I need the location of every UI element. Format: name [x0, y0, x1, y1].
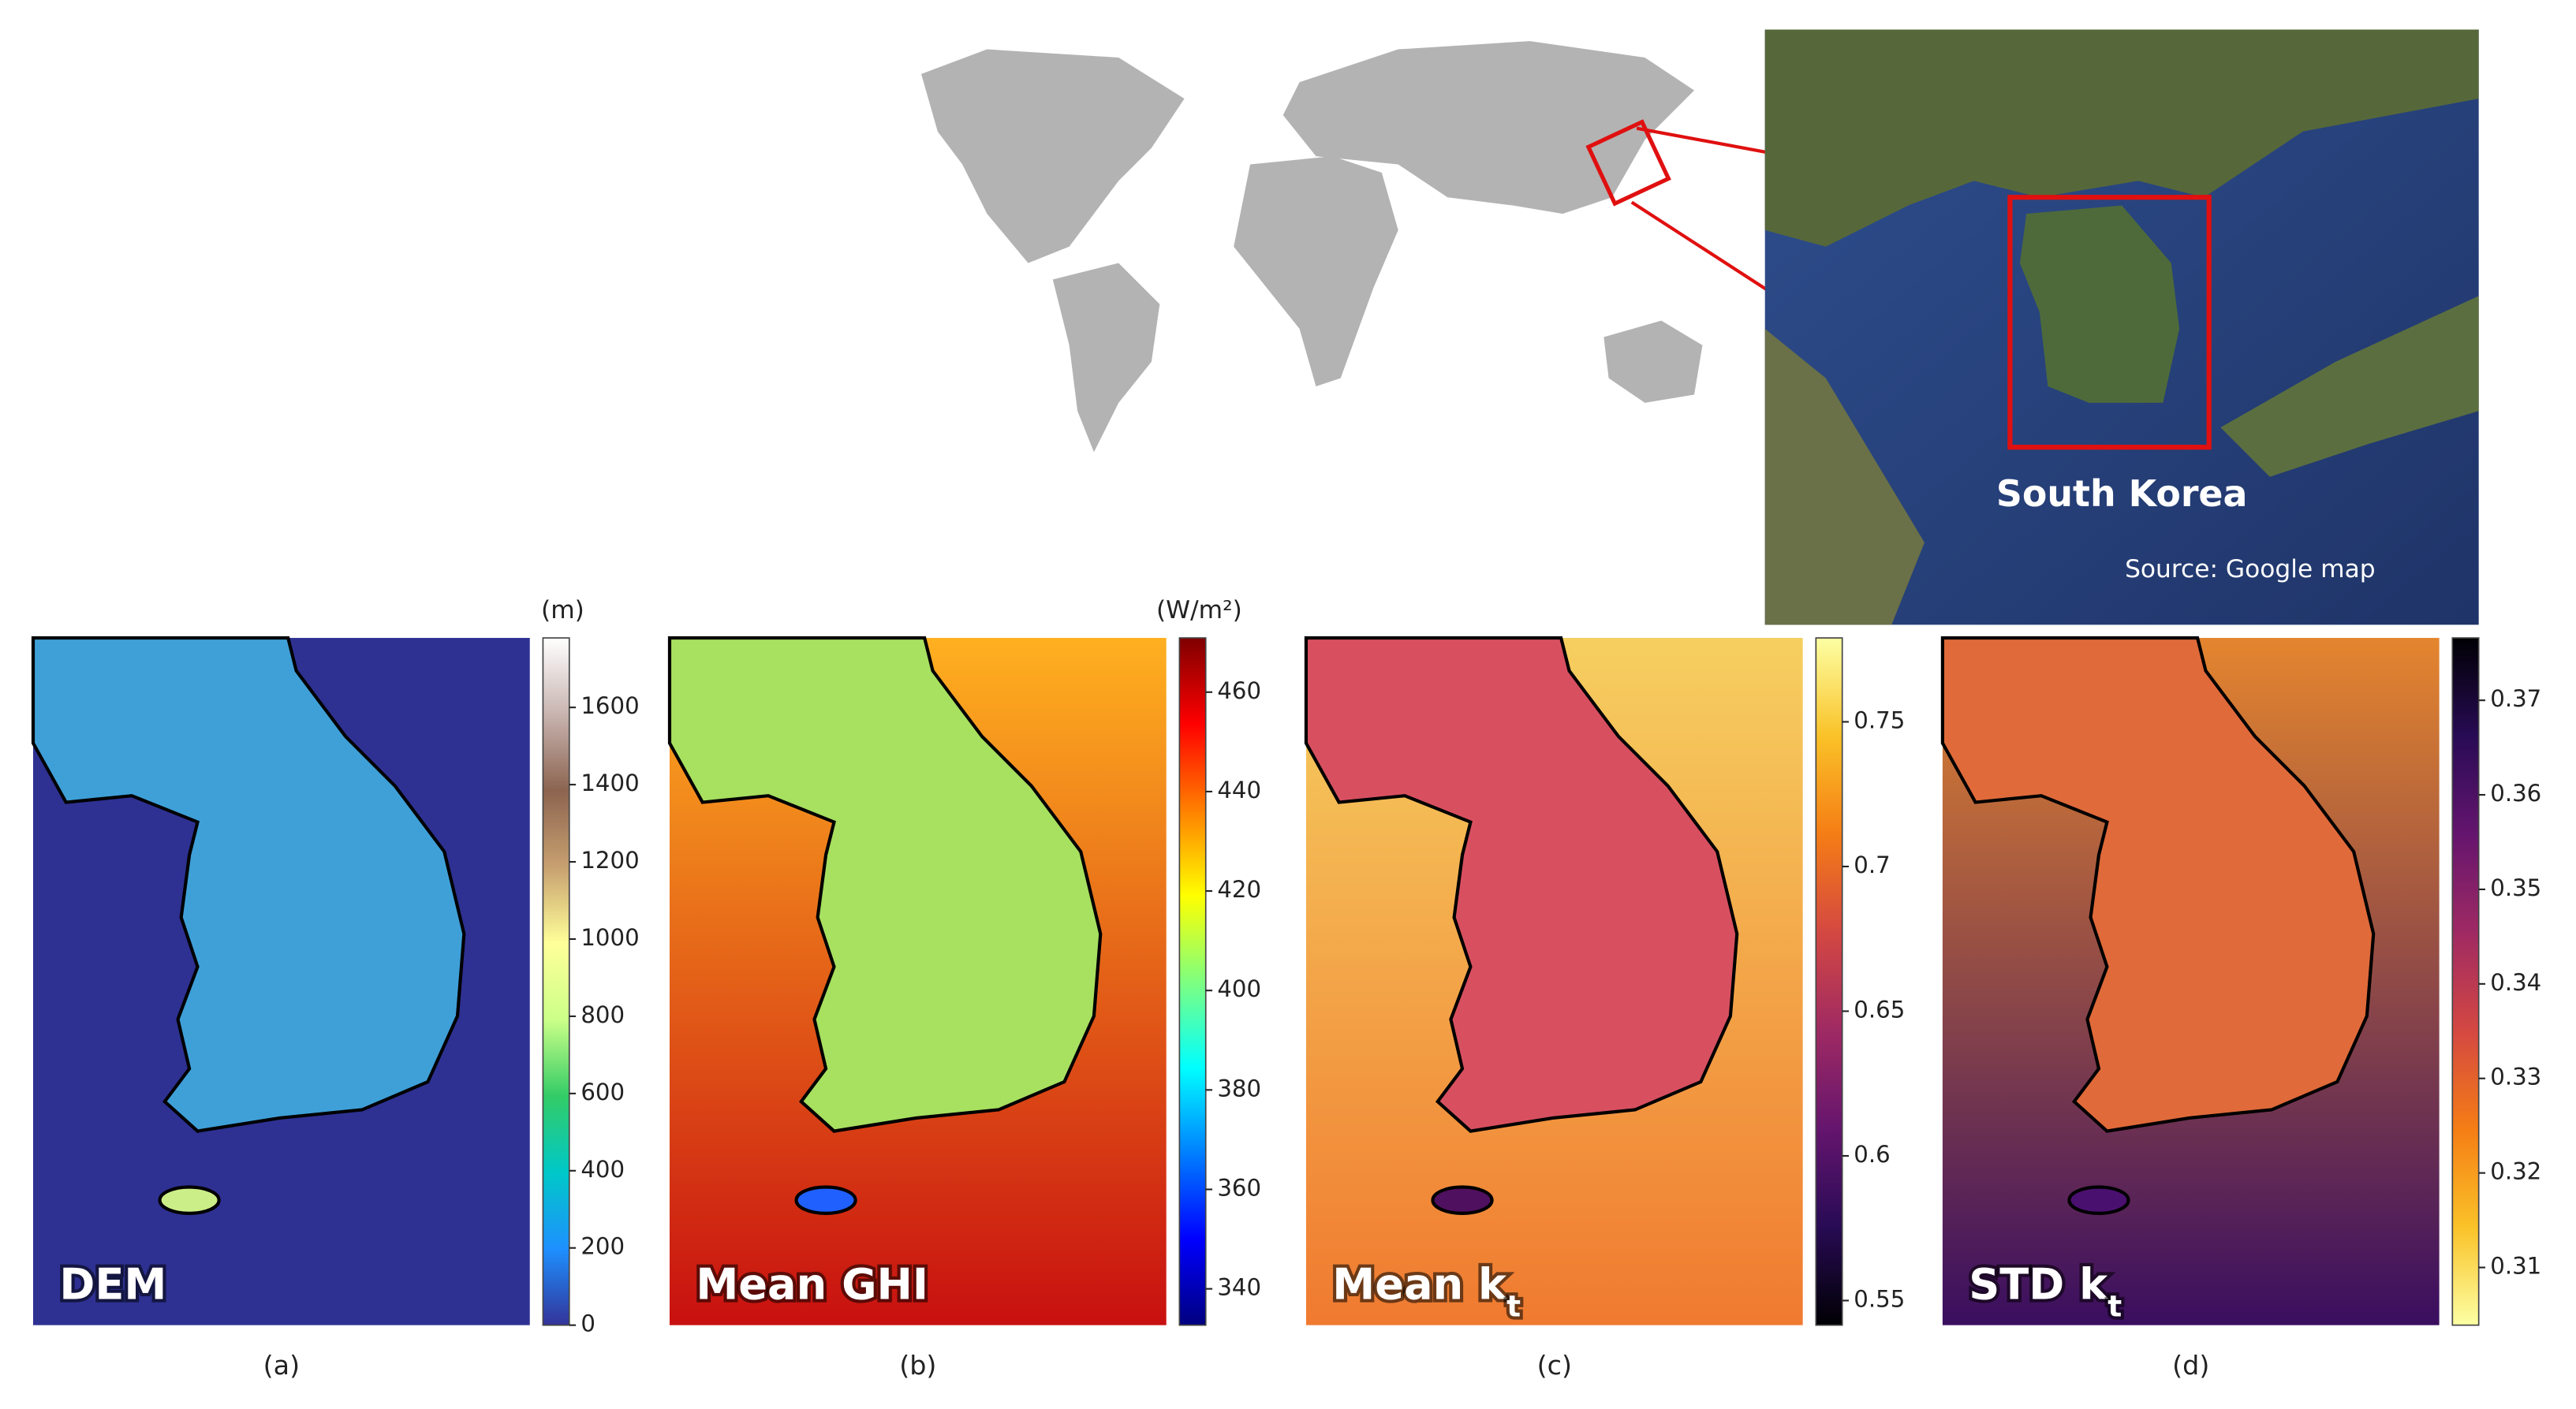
panel: Mean kt (c) 0.55 0.6 0.65 0.7 0.75	[1306, 638, 1905, 1381]
colorbar-tick-label: 0.31	[2490, 1253, 2541, 1280]
colorbar-tick-label: 440	[1217, 777, 1261, 803]
colorbar-tick-label: 1400	[581, 770, 639, 796]
colorbar-tick-label: 0.37	[2490, 685, 2541, 712]
colorbar	[2451, 637, 2480, 1326]
panel-label-text: Mean GHI	[696, 1259, 928, 1309]
colorbar-tick-label: 0	[581, 1310, 595, 1337]
colorbar-tick-label: 0.33	[2490, 1064, 2541, 1090]
colorbar-tick-label: 0.75	[1854, 706, 1905, 733]
panel: DEM (a) 0 200 400 600 800 1000 1200 1400 1600 (m)	[33, 596, 640, 1381]
colorbar-tick-label: 0.34	[2490, 969, 2541, 996]
colorbar-tick-label: 340	[1217, 1274, 1261, 1301]
colorbar-tick-label: 0.36	[2490, 780, 2541, 807]
colorbar-tick-label: 200	[581, 1233, 625, 1260]
panels: DEM (a) 0 200 400 600 800 1000 1200 1400 1600 (m) Me…	[33, 596, 2541, 1381]
panel: Mean GHI (b) 340 360 380 400 420 440 460 (W/m²)	[670, 596, 1261, 1381]
colorbar-tick-label: 1200	[581, 847, 639, 874]
colorbar-unit: (W/m²)	[1156, 596, 1242, 624]
colorbar-tick-label: 800	[581, 1001, 625, 1028]
panel-label-text: DEM	[59, 1259, 166, 1309]
island	[1431, 1185, 1494, 1215]
colorbar-tick-label: 0.55	[1854, 1285, 1905, 1312]
colorbar	[1815, 637, 1843, 1326]
colorbar-tick-label: 0.6	[1854, 1141, 1890, 1168]
source-note: Source: Google map	[2125, 555, 2376, 583]
panel-caption: (a)	[263, 1350, 300, 1381]
inset-label: South Korea	[1996, 472, 2248, 515]
panel-label-subscript: t	[1506, 1288, 1521, 1323]
colorbar-tick-label: 0.32	[2490, 1158, 2541, 1185]
colorbar-unit: (m)	[541, 596, 584, 624]
colorbar-tick-label: 0.7	[1854, 852, 1890, 878]
satellite-image: South Korea Source: Google map	[1764, 29, 2479, 625]
panel-label: STD kt	[1969, 1259, 2122, 1323]
panel-label-subscript: t	[2107, 1288, 2122, 1323]
panel-label-text: Mean k	[1332, 1259, 1508, 1309]
colorbar-tick-label: 360	[1217, 1174, 1261, 1201]
panel-label: Mean GHI	[696, 1259, 928, 1309]
panel-label: Mean kt	[1332, 1259, 1521, 1323]
island	[2067, 1185, 2130, 1215]
panel: STD kt (d) 0.31 0.32 0.33 0.34 0.35 0.36 0.37	[1943, 638, 2541, 1381]
panel-caption: (b)	[899, 1350, 936, 1381]
panel-label-text: STD k	[1969, 1259, 2109, 1309]
colorbar-tick-label: 400	[1217, 975, 1261, 1002]
colorbar-tick-label: 1600	[581, 692, 639, 719]
colorbar-tick-label: 420	[1217, 876, 1261, 903]
island	[158, 1185, 221, 1215]
colorbar-tick-label: 0.65	[1854, 996, 1905, 1023]
panel-caption: (d)	[2172, 1350, 2209, 1381]
locator-box	[1585, 119, 1671, 207]
panel-label: DEM	[59, 1259, 166, 1309]
panel-caption: (c)	[1537, 1350, 1572, 1381]
colorbar-tick-label: 380	[1217, 1075, 1261, 1101]
colorbar	[1178, 637, 1207, 1326]
colorbar-tick-label: 460	[1217, 677, 1261, 704]
colorbar-tick-label: 600	[581, 1079, 625, 1105]
colorbar-tick-label: 400	[581, 1156, 625, 1183]
island	[794, 1185, 857, 1215]
world-map	[921, 41, 1703, 453]
colorbar	[542, 637, 570, 1326]
colorbar-tick-label: 1000	[581, 924, 639, 951]
colorbar-tick-label: 0.35	[2490, 874, 2541, 901]
